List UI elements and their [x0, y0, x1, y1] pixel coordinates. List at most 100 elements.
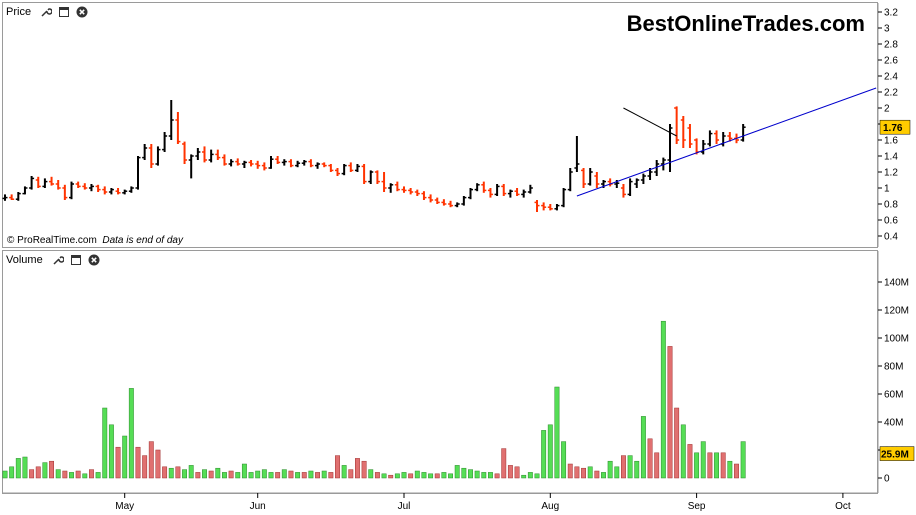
maximize-icon[interactable]	[69, 253, 83, 267]
volume-bar	[507, 465, 513, 479]
volume-bar	[49, 460, 54, 479]
price-bar	[221, 154, 227, 166]
price-bar	[268, 156, 274, 169]
price-bar	[428, 194, 434, 203]
price-bar	[162, 132, 168, 152]
price-bar	[128, 186, 134, 193]
volume-bar	[581, 467, 586, 479]
volume-bar	[621, 455, 626, 479]
volume-bar	[720, 452, 726, 479]
volume-bar	[654, 452, 660, 479]
close-icon[interactable]	[75, 5, 89, 19]
price-bar	[487, 188, 493, 198]
price-bar	[414, 189, 420, 196]
volume-bar	[740, 441, 746, 479]
volume-bar	[275, 472, 281, 479]
price-panel-header: Price	[3, 3, 92, 21]
volume-bar	[660, 320, 666, 479]
volume-bar	[15, 458, 21, 479]
price-bar	[88, 184, 94, 192]
volume-bar	[601, 472, 606, 479]
time-tick-label: Sep	[688, 501, 706, 512]
volume-bar	[408, 473, 414, 479]
volume-bar	[288, 470, 294, 479]
price-bar	[335, 168, 340, 176]
volume-bar	[162, 466, 168, 479]
volume-bar	[667, 346, 673, 479]
price-bar	[175, 112, 181, 144]
price-tick-label: 2.8	[884, 40, 898, 51]
close-icon[interactable]	[87, 253, 101, 267]
volume-bar	[394, 473, 400, 479]
price-bar	[454, 202, 460, 208]
price-bar	[82, 183, 88, 190]
price-bar	[514, 188, 520, 196]
volume-bar	[35, 466, 41, 479]
volume-panel-header: Volume	[3, 251, 104, 269]
price-bar	[55, 180, 61, 190]
volume-bar	[208, 470, 214, 479]
volume-bar	[707, 452, 713, 479]
volume-bar	[202, 469, 207, 479]
price-bar	[202, 146, 207, 163]
price-bar	[35, 176, 41, 188]
volume-bar	[521, 474, 527, 479]
wrench-icon[interactable]	[51, 253, 65, 267]
volume-bar	[89, 469, 94, 479]
volume-bar	[547, 424, 553, 479]
price-bar	[501, 184, 507, 196]
price-bar	[42, 178, 48, 188]
volume-bar	[640, 416, 646, 479]
time-tick-label: Aug	[541, 501, 559, 512]
price-bar	[248, 160, 254, 167]
price-bar	[554, 204, 560, 211]
price-bar	[148, 144, 154, 168]
price-bar	[574, 136, 580, 172]
volume-bar	[488, 472, 493, 479]
volume-bar	[468, 469, 473, 479]
price-bar	[441, 199, 447, 206]
price-bar	[315, 162, 321, 169]
volume-bar	[215, 467, 221, 479]
volume-tick-label: 80M	[884, 362, 903, 373]
volume-bar	[388, 474, 394, 479]
volume-panel: Volume	[2, 250, 878, 494]
price-bar	[2, 194, 8, 201]
price-bar	[388, 183, 394, 193]
volume-bar	[714, 452, 719, 479]
volume-tick-label: 120M	[884, 306, 909, 317]
price-bar	[581, 168, 587, 188]
volume-bar	[341, 465, 347, 479]
price-tick-label: 2.6	[884, 56, 898, 67]
volume-tick-label: 60M	[884, 390, 903, 401]
volume-bar	[441, 472, 447, 479]
price-bar	[740, 124, 746, 142]
maximize-icon[interactable]	[57, 5, 71, 19]
price-bar	[281, 159, 287, 166]
data-credit: © ProRealTime.com Data is end of day	[7, 235, 183, 246]
price-tick-label: 1.6	[884, 136, 898, 147]
price-tick-label: 1.4	[884, 152, 898, 163]
volume-bar	[428, 473, 434, 479]
volume-bar	[567, 463, 573, 479]
credit-note: Data is end of day	[102, 235, 183, 246]
price-bar	[182, 141, 188, 164]
price-bar	[301, 160, 307, 166]
wrench-icon[interactable]	[39, 5, 53, 19]
price-current-badge	[879, 119, 911, 135]
price-bar	[607, 178, 613, 187]
volume-bar	[281, 469, 287, 479]
price-bar	[215, 149, 221, 160]
volume-bar	[295, 472, 301, 479]
time-tick-label: May	[115, 501, 134, 512]
price-bar	[9, 194, 15, 200]
volume-bar	[155, 449, 161, 479]
price-bar	[241, 160, 247, 168]
volume-tick-label: 140M	[884, 278, 909, 289]
price-bar	[534, 200, 540, 212]
price-bar	[69, 181, 74, 200]
price-bar	[627, 178, 633, 196]
price-bar	[341, 164, 347, 176]
price-bar	[527, 184, 533, 194]
volume-bar	[574, 466, 580, 479]
